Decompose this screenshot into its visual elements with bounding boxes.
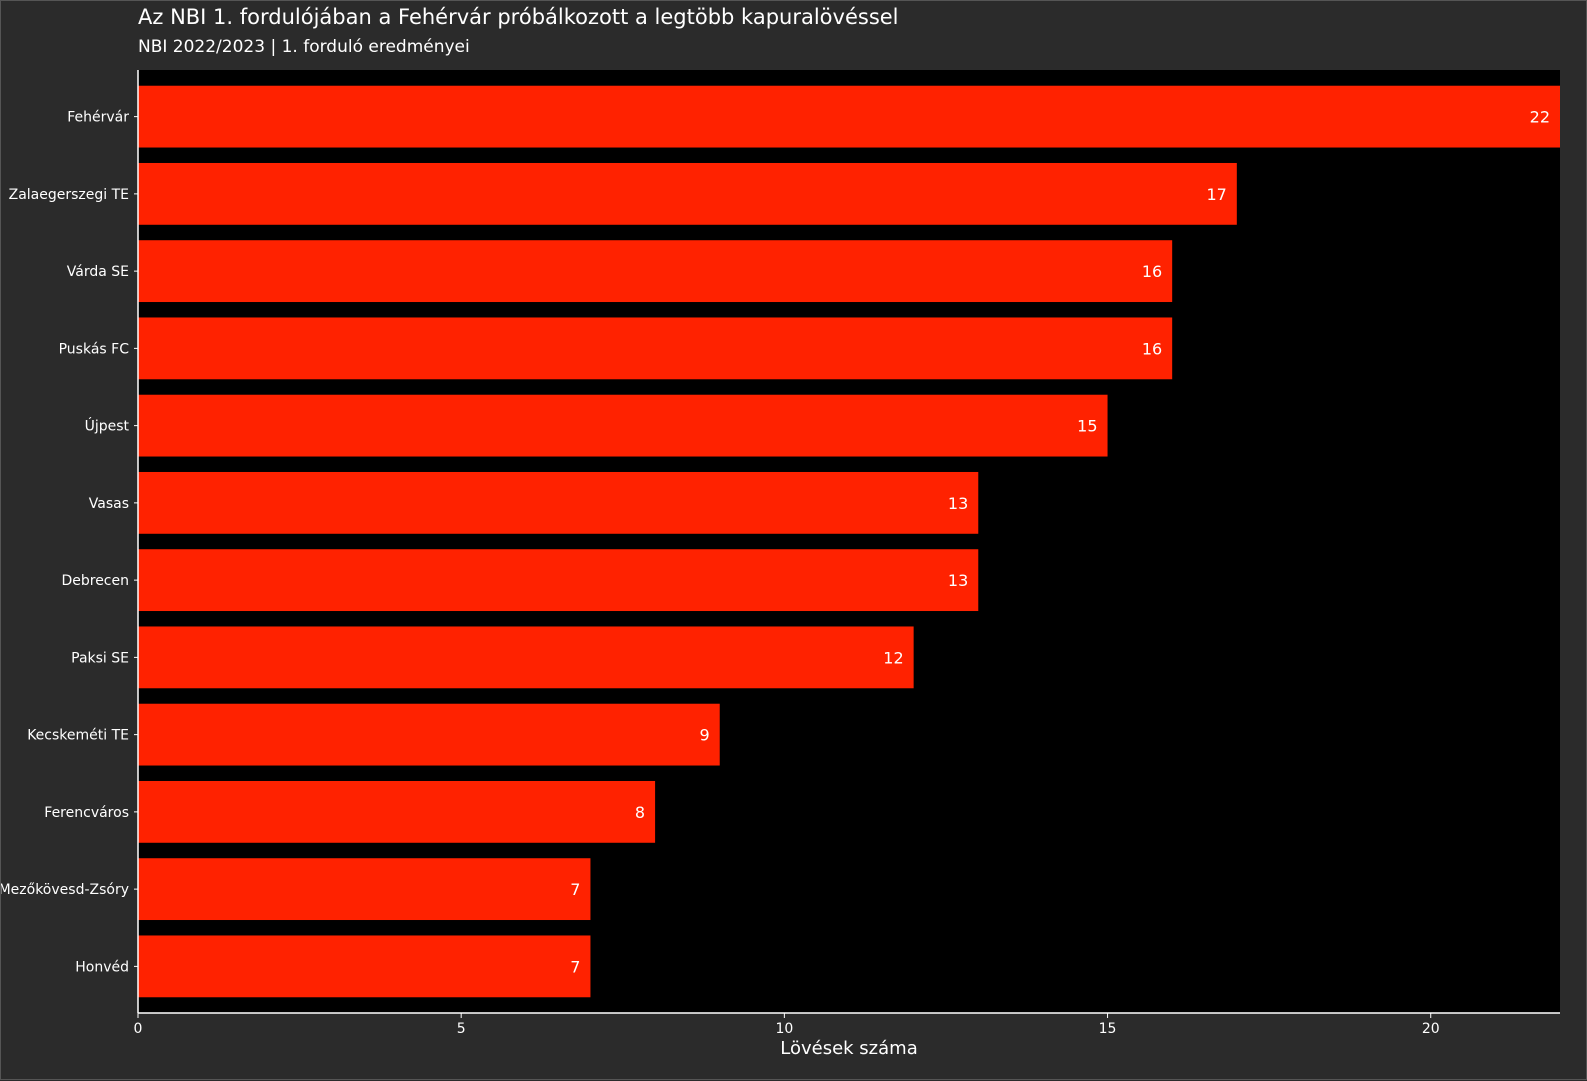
bar <box>138 935 591 998</box>
bar-labels-layer: 22 17 16 16 15 13 13 12 9 8 7 7 <box>570 108 1550 977</box>
category-label: Mezőkövesd-Zsóry <box>1 882 129 898</box>
category-label: Honvéd <box>75 959 129 975</box>
x-ticks-layer: 0 5 10 15 20 <box>134 1013 1440 1037</box>
bar-value-label: 7 <box>570 880 580 899</box>
bar-value-label: 13 <box>948 571 968 590</box>
x-axis-title: Lövések száma <box>780 1038 917 1059</box>
bar-value-label: 16 <box>1142 262 1162 281</box>
bars-layer <box>138 85 1560 998</box>
bar-value-label: 7 <box>570 957 580 976</box>
category-label: Fehérvár <box>67 110 129 126</box>
category-label: Kecskeméti TE <box>27 728 129 744</box>
category-labels-layer: Fehérvár Zalaegerszegi TE Várda SE Puskás F… <box>1 110 138 975</box>
category-label: Zalaegerszegi TE <box>9 187 129 203</box>
bar <box>138 471 979 534</box>
bar <box>138 240 1173 303</box>
bar <box>138 162 1237 225</box>
bar <box>138 317 1173 380</box>
x-tick-label: 5 <box>457 1021 466 1037</box>
chart-title: Az NBI 1. fordulójában a Fehérvár próbál… <box>138 5 899 29</box>
chart-subtitle: NBI 2022/2023 | 1. forduló eredményei <box>138 37 470 57</box>
category-label: Ferencváros <box>44 805 129 821</box>
bar-value-label: 13 <box>948 494 968 513</box>
category-label: Vasas <box>89 496 129 512</box>
bar-value-label: 8 <box>635 803 645 822</box>
bar <box>138 549 979 612</box>
plot-background <box>138 70 1560 1013</box>
category-label: Várda SE <box>67 264 129 280</box>
x-tick-label: 0 <box>134 1021 143 1037</box>
bar <box>138 858 591 921</box>
bar-value-label: 22 <box>1530 108 1550 127</box>
x-tick-label: 15 <box>1099 1021 1117 1037</box>
bar-value-label: 12 <box>883 648 903 667</box>
category-label: Debrecen <box>61 573 129 589</box>
bar-value-label: 15 <box>1077 417 1097 436</box>
category-label: Paksi SE <box>71 650 129 666</box>
bar-value-label: 16 <box>1142 339 1162 358</box>
category-label: Puskás FC <box>59 341 130 357</box>
bar <box>138 85 1560 148</box>
bar <box>138 703 720 766</box>
category-label: Újpest <box>85 417 130 435</box>
bar <box>138 780 656 843</box>
bar <box>138 626 914 689</box>
bar-value-label: 9 <box>700 726 710 745</box>
x-tick-label: 10 <box>775 1021 793 1037</box>
x-tick-label: 20 <box>1422 1021 1440 1037</box>
bar-value-label: 17 <box>1206 185 1226 204</box>
bar <box>138 394 1108 457</box>
